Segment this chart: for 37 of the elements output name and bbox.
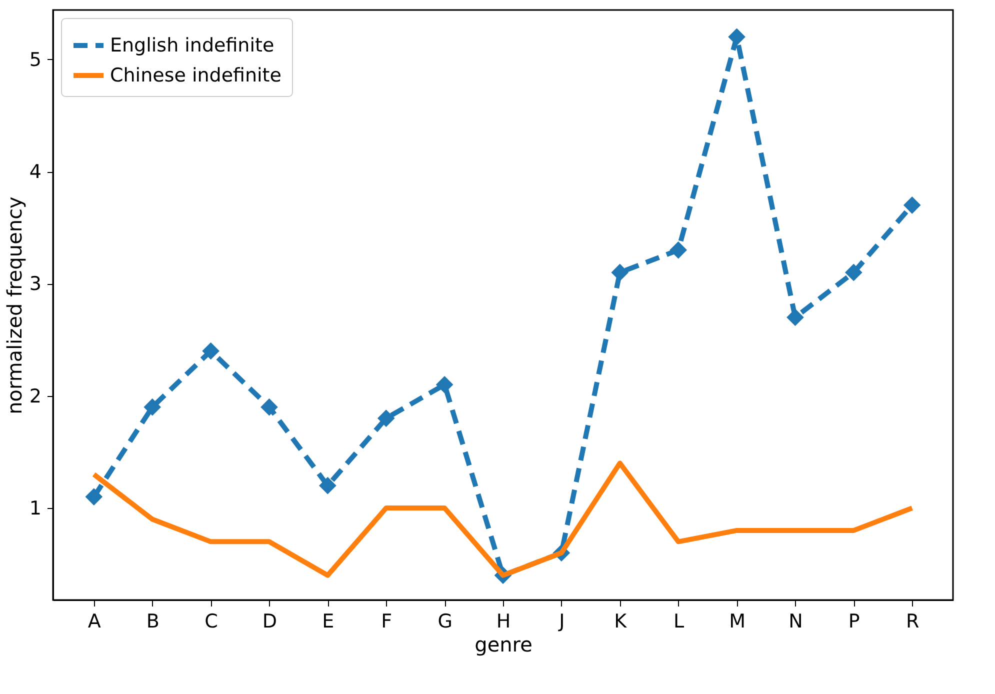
- point: [85, 488, 103, 506]
- x-tick-label: K: [614, 610, 628, 632]
- x-tick-label: N: [788, 610, 803, 632]
- x-axis-title: genre: [474, 632, 532, 656]
- y-tick-label: 3: [29, 273, 42, 296]
- x-tick-label: F: [381, 610, 392, 632]
- point: [786, 308, 804, 326]
- y-tick-label: 1: [29, 498, 42, 520]
- legend-label: Chinese indefinite: [110, 64, 282, 86]
- x-tick-label: P: [848, 610, 860, 632]
- y-tick-label: 2: [29, 385, 42, 408]
- x-tick-label: H: [496, 610, 511, 632]
- point: [202, 342, 220, 360]
- point: [611, 264, 629, 282]
- x-tick-label: J: [558, 610, 565, 632]
- x-tick-label: A: [88, 610, 101, 632]
- point: [144, 398, 162, 416]
- point: [436, 376, 454, 394]
- point: [377, 410, 395, 427]
- y-axis-title: normalized frequency: [2, 196, 26, 414]
- x-tick-label: L: [674, 610, 685, 632]
- point: [844, 264, 862, 282]
- x-tick-label: B: [146, 610, 160, 632]
- point: [670, 241, 687, 259]
- point: [728, 28, 746, 46]
- point: [319, 476, 336, 494]
- point: [260, 398, 278, 416]
- x-tick-label: M: [729, 610, 746, 632]
- x-tick-label: E: [322, 610, 334, 632]
- point: [903, 196, 921, 214]
- x-tick-label: D: [262, 610, 278, 632]
- x-tick-label: R: [906, 610, 920, 632]
- x-tick-label: G: [438, 610, 452, 632]
- y-tick-label: 5: [29, 48, 42, 71]
- legend-label: English indefinite: [110, 34, 274, 56]
- y-tick-label: 4: [29, 161, 42, 184]
- x-tick-label: C: [204, 610, 218, 632]
